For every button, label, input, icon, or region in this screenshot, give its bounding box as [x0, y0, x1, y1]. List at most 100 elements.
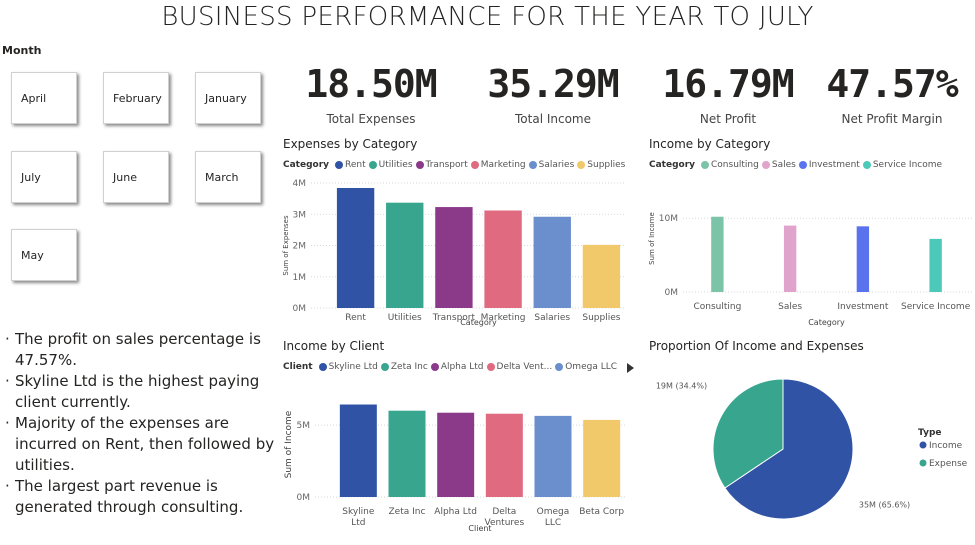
x-tick-label: Rent: [345, 313, 366, 323]
x-tick-label: Zeta Inc: [388, 507, 426, 517]
legend-marker: [318, 363, 327, 371]
legend-marker: [368, 161, 377, 169]
slicer-item[interactable]: April: [11, 72, 77, 124]
kpi-label: Total Income: [515, 112, 591, 126]
x-tick-label: Transport: [432, 313, 476, 323]
legend-marker: [430, 363, 439, 371]
legend-marker: [577, 161, 586, 169]
legend-label[interactable]: Zeta Inc: [390, 362, 428, 372]
slicer-title: Month: [2, 44, 42, 57]
legend-label: Expense: [929, 459, 968, 469]
legend-label[interactable]: Rent: [345, 160, 366, 170]
x-tick-label: Skyline Ltd: [342, 507, 375, 528]
legend-scroll-arrow[interactable]: [627, 363, 634, 373]
x-tick-label: Beta Corp: [579, 507, 625, 517]
kpi-value: 18.50M: [305, 62, 437, 106]
kpi-label: Net Profit Margin: [841, 112, 943, 126]
pie-slice: [724, 378, 854, 520]
x-tick-label: Delta Ventures: [484, 507, 525, 528]
legend-marker: [761, 161, 770, 169]
legend-label: Income: [929, 441, 963, 451]
legend-label[interactable]: Consulting: [711, 160, 759, 170]
y-tick-label: 1M: [293, 273, 307, 283]
bar: [534, 415, 572, 497]
legend-label[interactable]: Sales: [771, 160, 796, 170]
note: Skyline Ltd is the highest paying client…: [5, 371, 283, 413]
legend-label[interactable]: Marketing: [480, 160, 526, 170]
bar: [533, 216, 571, 308]
x-axis-title: Category: [808, 318, 845, 327]
legend: Client Skyline Ltd Zeta Inc Alpha Ltd Delta …: [283, 362, 617, 372]
legend-marker: [701, 161, 710, 169]
y-tick-label: 2M: [293, 242, 307, 252]
slicer-item[interactable]: June: [103, 151, 169, 203]
legend-marker: [528, 161, 537, 169]
slicer-item[interactable]: February: [103, 72, 169, 124]
legend-title: Category: [649, 160, 696, 170]
x-axis-title: Category: [460, 318, 497, 327]
legend-label[interactable]: Investment: [808, 160, 860, 170]
bar: [583, 419, 621, 497]
x-axis-title: Client: [468, 524, 491, 533]
legend-label[interactable]: Omega LLC: [565, 362, 618, 372]
x-tick-label: Utilities: [387, 313, 422, 323]
slicer-item[interactable]: July: [11, 151, 77, 203]
pie-label: 19M (34.4%): [656, 382, 707, 391]
bar: [339, 404, 377, 497]
bar: [711, 216, 724, 292]
slicer-item[interactable]: January: [195, 72, 261, 124]
legend-label[interactable]: Transport: [425, 160, 468, 170]
kpi-value: 47.57%: [826, 62, 958, 106]
y-tick-label: 0M: [665, 288, 679, 298]
bar: [582, 244, 621, 308]
bar: [336, 188, 375, 308]
legend-marker: [919, 441, 927, 449]
legend-label[interactable]: Utilities: [378, 160, 413, 170]
x-tick-label: Investment: [837, 302, 889, 312]
pie-label: 35M (65.6%): [859, 500, 910, 509]
legend-marker: [415, 161, 424, 169]
x-tick-label: Supplies: [582, 313, 621, 323]
bar: [929, 238, 942, 292]
chart-title: Income by Category: [649, 137, 771, 151]
y-tick-label: 5M: [297, 421, 311, 431]
legend-marker: [862, 161, 871, 169]
legend-marker: [919, 459, 927, 467]
x-tick-label: Omega LLC: [536, 507, 570, 528]
y-tick-label: 3M: [293, 210, 307, 220]
legend-title: Type: [918, 428, 941, 438]
legend-marker: [486, 363, 495, 371]
legend-marker: [470, 161, 479, 169]
bar: [386, 202, 424, 308]
kpi-label: Net Profit: [699, 112, 757, 126]
bar: [388, 410, 426, 497]
slicer-item[interactable]: May: [11, 229, 77, 281]
legend-label[interactable]: Salaries: [538, 160, 575, 170]
x-tick-label: Sales: [778, 302, 803, 312]
legend: Category Consulting Sales Investment Service…: [649, 160, 942, 170]
bar: [484, 210, 522, 308]
x-tick-label: Service Income: [901, 302, 971, 312]
legend-label[interactable]: Skyline Ltd: [328, 362, 378, 372]
x-tick-label: Salaries: [534, 313, 571, 323]
slicer-item[interactable]: March: [195, 151, 261, 203]
chart-title: Proportion Of Income and Expenses: [649, 339, 864, 353]
legend-label[interactable]: Delta Vent...: [496, 362, 553, 372]
legend-label[interactable]: Alpha Ltd: [440, 362, 484, 372]
pie-slice: [712, 378, 784, 489]
y-tick-label: 0M: [297, 493, 311, 503]
bar: [783, 225, 797, 292]
notes: The profit on sales percentage is 47.57%…: [0, 329, 283, 518]
x-tick-label: Marketing: [480, 313, 526, 323]
y-axis-title: Sum of Expenses: [282, 215, 290, 276]
legend-label[interactable]: Supplies: [587, 160, 626, 170]
note: The largest part revenue is generated th…: [5, 476, 283, 518]
legend-marker: [335, 161, 344, 169]
legend-label[interactable]: Service Income: [872, 160, 943, 170]
kpi-value: 16.79M: [662, 62, 794, 106]
x-tick-label: Alpha Ltd: [434, 507, 478, 517]
y-tick-label: 10M: [659, 214, 678, 224]
kpi-label: Total Expenses: [326, 112, 416, 126]
